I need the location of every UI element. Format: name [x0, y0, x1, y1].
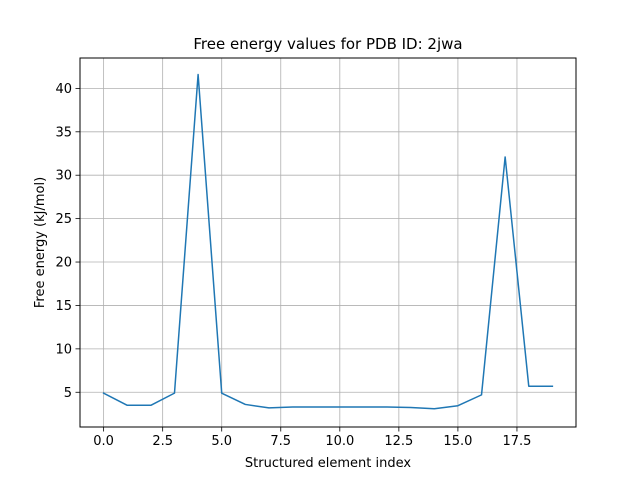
data-point [457, 405, 459, 407]
y-tick-label: 25 [55, 212, 72, 227]
data-point [197, 73, 199, 75]
data-point [126, 404, 128, 406]
x-tick-label: 10.0 [325, 434, 354, 449]
chart-title: Free energy values for PDB ID: 2jwa [193, 35, 462, 53]
data-point [362, 406, 364, 408]
y-tick-label: 20 [55, 256, 72, 271]
series-line-0 [102, 73, 554, 410]
series-layer [102, 73, 554, 410]
data-point [504, 156, 506, 158]
x-tick-label: 2.5 [152, 434, 173, 449]
y-axis-label: Free energy (kJ/mol) [33, 177, 48, 308]
data-point [173, 392, 175, 394]
y-axis: 5 10 15 20 25 30 35 40 [55, 82, 80, 401]
x-tick-label: 0.0 [93, 434, 114, 449]
data-point [150, 404, 152, 406]
data-point [528, 385, 530, 387]
plot-frame [79, 57, 577, 428]
x-tick-label: 15.0 [443, 434, 472, 449]
y-tick-label: 10 [55, 342, 72, 357]
x-tick-label: 12.5 [384, 434, 413, 449]
data-point [221, 392, 223, 394]
y-tick-label: 30 [55, 169, 72, 184]
grid [80, 58, 576, 427]
y-tick-label: 5 [64, 386, 72, 401]
data-point [315, 406, 317, 408]
x-tick-label: 17.5 [502, 434, 531, 449]
data-point [102, 392, 104, 394]
data-point [339, 406, 341, 408]
data-point [291, 406, 293, 408]
x-tick-label: 7.5 [270, 434, 291, 449]
y-tick-label: 40 [55, 82, 72, 97]
data-point [480, 394, 482, 396]
data-point [268, 407, 270, 409]
y-tick-label: 15 [55, 299, 72, 314]
x-axis: 0.0 2.5 5.0 7.5 10.0 12.5 15.0 17.5 [93, 427, 531, 449]
data-point [244, 403, 246, 405]
x-axis-label: Structured element index [245, 456, 411, 471]
y-tick-label: 35 [55, 125, 72, 140]
data-point [551, 385, 553, 387]
x-tick-label: 5.0 [211, 434, 232, 449]
data-point [433, 408, 435, 410]
data-point [409, 406, 411, 408]
data-point [386, 406, 388, 408]
